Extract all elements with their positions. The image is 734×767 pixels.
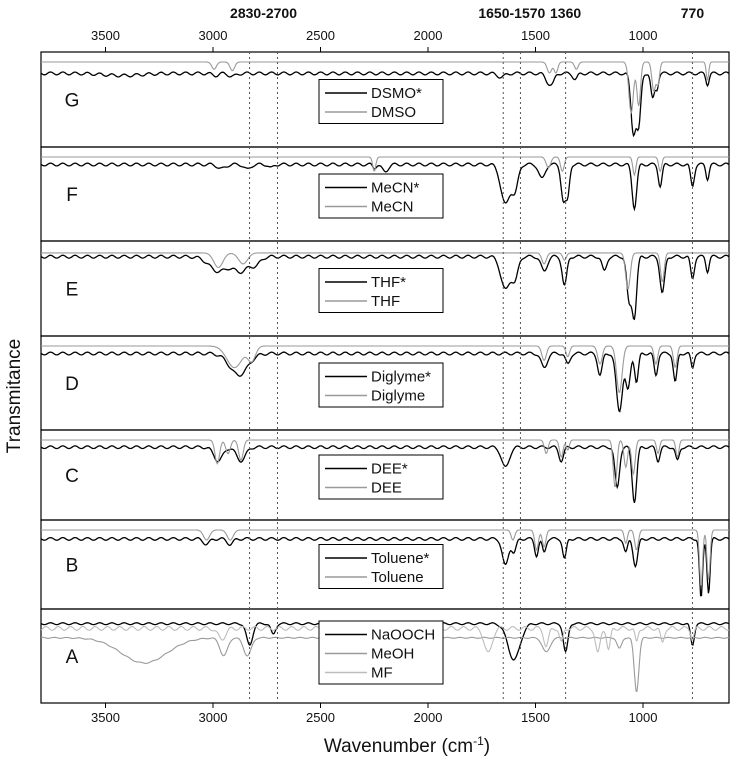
spectrum-mecn xyxy=(41,156,729,177)
top-tick-label: 1500 xyxy=(521,28,550,43)
panel-letter: C xyxy=(65,466,79,487)
legend-e: THF* THF xyxy=(318,268,444,313)
annotation-lines xyxy=(249,52,693,703)
bottom-tick-label: 1000 xyxy=(629,710,658,725)
annotation-labels: 2830-2700 1650-1570 1360 770 xyxy=(230,5,704,21)
legend-box xyxy=(318,362,444,408)
bottom-tick-label: 3000 xyxy=(199,710,228,725)
spectrum-dmso xyxy=(41,61,729,115)
legend-box xyxy=(318,454,444,500)
legend-g: DSMO* DMSO xyxy=(318,79,444,124)
panels-group: DSMO*DMSOGMeCN*MeCNFTHF*THFEDiglyme*Digl… xyxy=(40,51,730,704)
bottom-tick-label: 2000 xyxy=(414,710,443,725)
legend-box xyxy=(318,544,444,589)
legend-label: Diglyme xyxy=(371,388,425,405)
panel-letter: E xyxy=(66,280,79,301)
spectrum-diglyme- xyxy=(40,351,730,413)
legend-a: NaOOCH MeOH MF xyxy=(318,620,444,685)
legend-box xyxy=(318,173,444,219)
legend-label: DEE* xyxy=(371,461,408,478)
annotation-label: 1360 xyxy=(550,5,581,21)
top-tick-label: 1000 xyxy=(629,28,658,43)
panel-c: DEE* DEE C xyxy=(40,429,730,521)
top-tick-label: 2500 xyxy=(306,28,335,43)
legend-label: Toluene* xyxy=(371,550,430,567)
spectrum-diglyme xyxy=(41,345,729,393)
x-axis-title-end: ) xyxy=(484,736,490,757)
legend-c: DEE* DEE xyxy=(318,454,444,500)
legend-label: THF* xyxy=(371,274,406,291)
annotation-label: 1650-1570 xyxy=(478,5,545,21)
spectrum-dee- xyxy=(40,445,730,504)
spectrum-toluene xyxy=(41,529,729,586)
legend-label: MeCN* xyxy=(371,180,420,197)
panel-a: NaOOCH MeOH MF A xyxy=(40,608,730,704)
legend-label: NaOOCH xyxy=(371,627,435,644)
annotation-label: 2830-2700 xyxy=(230,5,297,21)
panel-letter: G xyxy=(65,91,80,112)
legend-label: DEE xyxy=(371,480,402,497)
legend-label: THF xyxy=(371,293,400,310)
panel-e: THF* THF E xyxy=(40,240,730,337)
legend-f: MeCN* MeCN xyxy=(318,173,444,219)
spectrum-dsmo- xyxy=(40,71,730,138)
spectrum-toluene- xyxy=(40,536,730,597)
top-tick-label: 3500 xyxy=(91,28,120,43)
top-tick-label: 3000 xyxy=(199,28,228,43)
legend-label: Diglyme* xyxy=(371,369,431,386)
legend-box xyxy=(318,620,444,685)
spectrum-dee xyxy=(41,439,729,487)
panel-b: Toluene* Toluene B xyxy=(40,519,730,610)
panel-g: DSMO* DMSO G xyxy=(40,51,730,148)
legend-label: DSMO* xyxy=(371,85,422,102)
legend-label: Toluene xyxy=(371,569,424,586)
panel-f: MeCN* MeCN F xyxy=(40,146,730,242)
bottom-tick-label: 1500 xyxy=(521,710,550,725)
bottom-tick-label: 2500 xyxy=(306,710,335,725)
bottom-tick-label: 3500 xyxy=(91,710,120,725)
panel-letter: B xyxy=(66,556,79,577)
panel-letter: A xyxy=(66,647,79,668)
spectrum-thf xyxy=(41,252,729,290)
panel-letter: D xyxy=(65,374,79,395)
spectrum-mecn- xyxy=(40,162,730,212)
legend-label: MeOH xyxy=(371,646,414,663)
top-tick-label: 2000 xyxy=(414,28,443,43)
x-axis-title-main: Wavenumber (cm xyxy=(324,736,473,757)
spectrum-thf- xyxy=(40,254,730,321)
legend-d: Diglyme* Diglyme xyxy=(318,362,444,408)
legend-box xyxy=(318,268,444,313)
legend-label: MeCN xyxy=(371,199,414,216)
legend-label: MF xyxy=(371,665,393,682)
legend-box xyxy=(318,79,444,124)
x-axis-title-superscript: -1 xyxy=(473,734,484,748)
panel-letter: F xyxy=(66,185,78,206)
top-axis: 3500 3000 2500 2000 1500 1000 xyxy=(91,28,657,52)
legend-b: Toluene* Toluene xyxy=(318,544,444,589)
legend-label: DMSO xyxy=(371,104,416,121)
panel-frame xyxy=(40,608,730,704)
x-axis-title: Wavenumber (cm-1) xyxy=(324,734,490,757)
annotation-label: 770 xyxy=(681,5,705,21)
bottom-axis: 3500 3000 2500 2000 1500 1000 xyxy=(91,703,657,725)
y-axis-title: Transmitance xyxy=(4,339,25,453)
